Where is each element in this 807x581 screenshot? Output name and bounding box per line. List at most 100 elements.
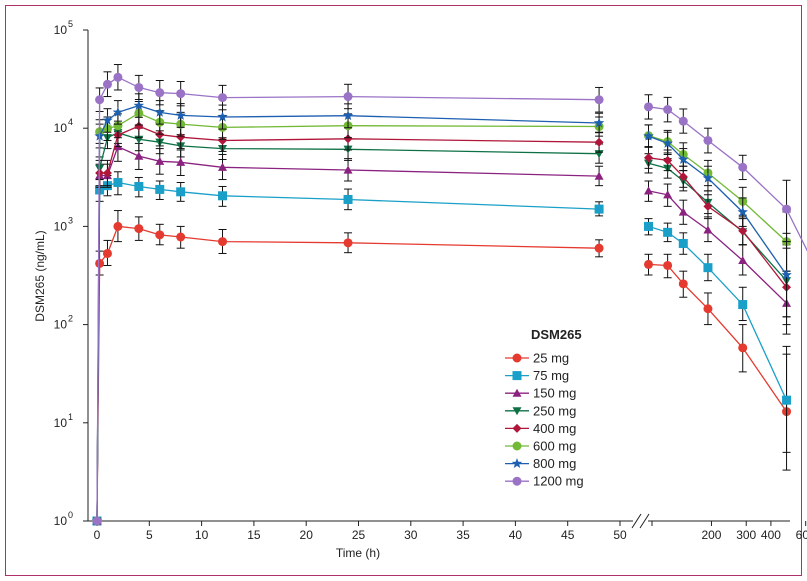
data-point [678, 116, 688, 126]
data-point [782, 395, 792, 405]
y-tick-exponent: 2 [68, 314, 73, 324]
data-point [738, 226, 748, 236]
y-tick-exponent: 1 [68, 412, 73, 422]
series-25-mg [92, 210, 792, 526]
legend-label: 150 mg [533, 386, 576, 401]
legend-label: 600 mg [533, 439, 576, 454]
legend-label: 400 mg [533, 421, 576, 436]
axis-break-mark [639, 513, 650, 529]
series-line [96, 76, 600, 522]
data-point [703, 225, 713, 234]
data-point [643, 102, 653, 112]
data-point [134, 121, 144, 131]
y-tick-exponent: 3 [68, 215, 73, 225]
data-point [738, 300, 748, 310]
legend-marker [512, 476, 522, 486]
legend-marker [512, 423, 522, 433]
data-point [594, 95, 604, 105]
data-point [593, 117, 605, 128]
y-tick-label: 10 [54, 514, 68, 528]
data-point [663, 227, 673, 237]
data-point [95, 95, 105, 105]
legend-marker [512, 388, 522, 397]
y-tick-exponent: 4 [68, 117, 73, 127]
data-point [703, 263, 713, 273]
data-point [343, 165, 353, 174]
data-point [176, 132, 186, 142]
data-point [134, 181, 144, 191]
data-point [678, 279, 688, 289]
data-point [102, 114, 113, 125]
data-point [113, 72, 123, 82]
x-tick-label: 50 [613, 528, 627, 542]
data-point [782, 204, 792, 214]
data-point [703, 201, 713, 211]
data-point [737, 206, 748, 217]
data-point [218, 162, 228, 171]
data-point [217, 111, 228, 122]
data-point [738, 343, 748, 353]
x-tick-label: 0 [94, 528, 101, 542]
data-point [342, 110, 354, 121]
x-tick-label: 35 [456, 528, 470, 542]
data-point [112, 106, 124, 117]
data-point [643, 153, 653, 163]
data-point [703, 304, 713, 314]
data-point [113, 221, 123, 231]
series-line [96, 145, 600, 522]
data-point [643, 130, 654, 141]
x-tick-label: 20 [300, 528, 314, 542]
data-point [738, 162, 748, 172]
legend-label: 25 mg [533, 351, 569, 366]
series-line [96, 125, 600, 522]
data-point [133, 100, 145, 111]
y-tick-exponent: 0 [68, 510, 73, 520]
y-tick-exponent: 5 [68, 19, 73, 29]
y-tick-label: 10 [54, 121, 68, 135]
series-line [648, 225, 788, 401]
data-point [343, 238, 353, 248]
x-tick-label: 200 [701, 528, 721, 542]
data-point [678, 154, 689, 164]
data-point [678, 238, 688, 248]
x-tick-label: 40 [509, 528, 523, 542]
x-axis-label: Time (h) [336, 546, 380, 560]
x-tick-label: 45 [561, 528, 575, 542]
data-point [218, 191, 228, 201]
legend-marker [512, 441, 522, 451]
series-600-mg [92, 101, 792, 526]
y-axis-label: DSM265 (ng/mL) [33, 230, 47, 321]
x-tick-label: 300 [736, 528, 756, 542]
data-point [102, 248, 112, 258]
data-point [155, 88, 165, 98]
x-tick-label: 5 [146, 528, 153, 542]
y-tick-label: 10 [54, 23, 68, 37]
data-point [594, 137, 604, 147]
data-point [102, 168, 112, 178]
data-point [134, 224, 144, 234]
legend-title: DSM265 [531, 327, 582, 342]
data-point [643, 259, 653, 269]
series-1200-mg [92, 64, 807, 526]
data-point [594, 204, 604, 214]
data-point [663, 190, 673, 199]
data-point [738, 255, 748, 265]
data-point [643, 221, 653, 231]
x-tick-label: 25 [352, 528, 366, 542]
data-point [155, 230, 165, 240]
data-point [155, 156, 165, 165]
data-point [594, 243, 604, 253]
legend-marker [512, 353, 522, 363]
series-400-mg [92, 113, 792, 526]
data-point [176, 232, 186, 242]
x-tick-label: 10 [195, 528, 209, 542]
data-point [343, 92, 353, 102]
data-point [176, 89, 186, 99]
data-point [102, 79, 112, 89]
data-point [703, 135, 713, 145]
data-point [343, 194, 353, 204]
data-point [594, 171, 604, 180]
data-point [678, 207, 688, 216]
data-point [154, 106, 165, 117]
